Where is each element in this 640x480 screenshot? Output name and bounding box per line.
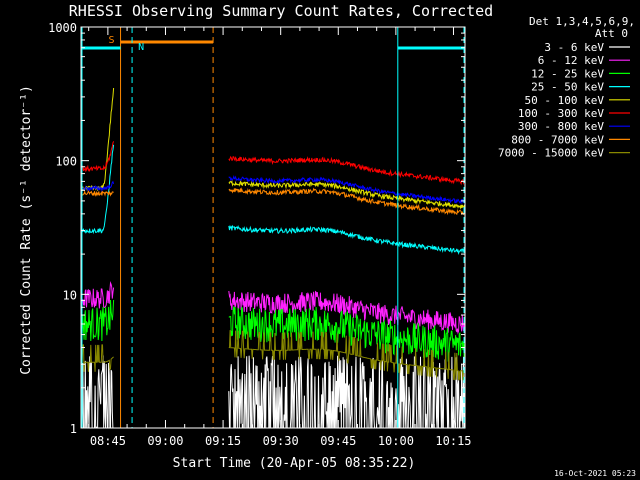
x-tick-label: 09:45 — [320, 434, 356, 448]
series-line — [81, 355, 114, 428]
series-line — [81, 189, 114, 197]
series-line — [228, 330, 465, 381]
plot-frame — [80, 26, 466, 429]
x-tick-label: 09:30 — [263, 434, 299, 448]
x-tick-label: 10:00 — [378, 434, 414, 448]
legend-label: 100 - 300 keV — [518, 107, 604, 120]
saa-label: S — [109, 35, 115, 46]
series-line — [228, 155, 465, 186]
footer-timestamp: 16-Oct-2021 05:23 — [554, 469, 636, 478]
series-line — [228, 187, 465, 216]
series-line — [81, 344, 114, 372]
series-line — [228, 290, 465, 335]
series-line — [228, 224, 465, 256]
night-label: N — [138, 42, 144, 53]
legend-subheader: Att 0 — [595, 27, 628, 40]
chart-title: RHESSI Observing Summary Count Rates, Co… — [69, 2, 493, 20]
legend-label: 12 - 25 keV — [531, 67, 604, 80]
x-tick-label: 08:45 — [90, 434, 126, 448]
x-axis-label: Start Time (20-Apr-05 08:35:22) — [173, 456, 416, 471]
y-axis-label: Corrected Count Rate (s⁻¹ detector⁻¹) — [19, 85, 34, 375]
series-line — [228, 306, 465, 362]
y-tick-label: 100 — [55, 155, 77, 169]
y-tick-label: 1 — [70, 422, 77, 436]
y-tick-label: 1000 — [48, 21, 77, 35]
legend-label: 300 - 800 keV — [518, 120, 604, 133]
legend-label: 25 - 50 keV — [531, 81, 604, 94]
series-line — [228, 174, 465, 205]
series-line — [81, 299, 115, 342]
legend-label: 50 - 100 keV — [525, 94, 605, 107]
legend-label: 3 - 6 keV — [544, 41, 604, 54]
x-tick-label: 09:15 — [205, 434, 241, 448]
legend-header: Det 1,3,4,5,6,9, — [529, 15, 635, 28]
legend-label: 7000 - 15000 keV — [498, 147, 604, 160]
legend-label: 6 - 12 keV — [538, 54, 605, 67]
series-line — [81, 281, 115, 309]
series-line — [228, 179, 465, 210]
x-tick-label: 10:15 — [435, 434, 471, 448]
series-line — [81, 180, 115, 193]
series-line — [81, 141, 115, 173]
x-tick-label: 09:00 — [147, 434, 183, 448]
legend-label: 800 - 7000 keV — [511, 133, 604, 146]
y-tick-label: 10 — [63, 288, 77, 302]
